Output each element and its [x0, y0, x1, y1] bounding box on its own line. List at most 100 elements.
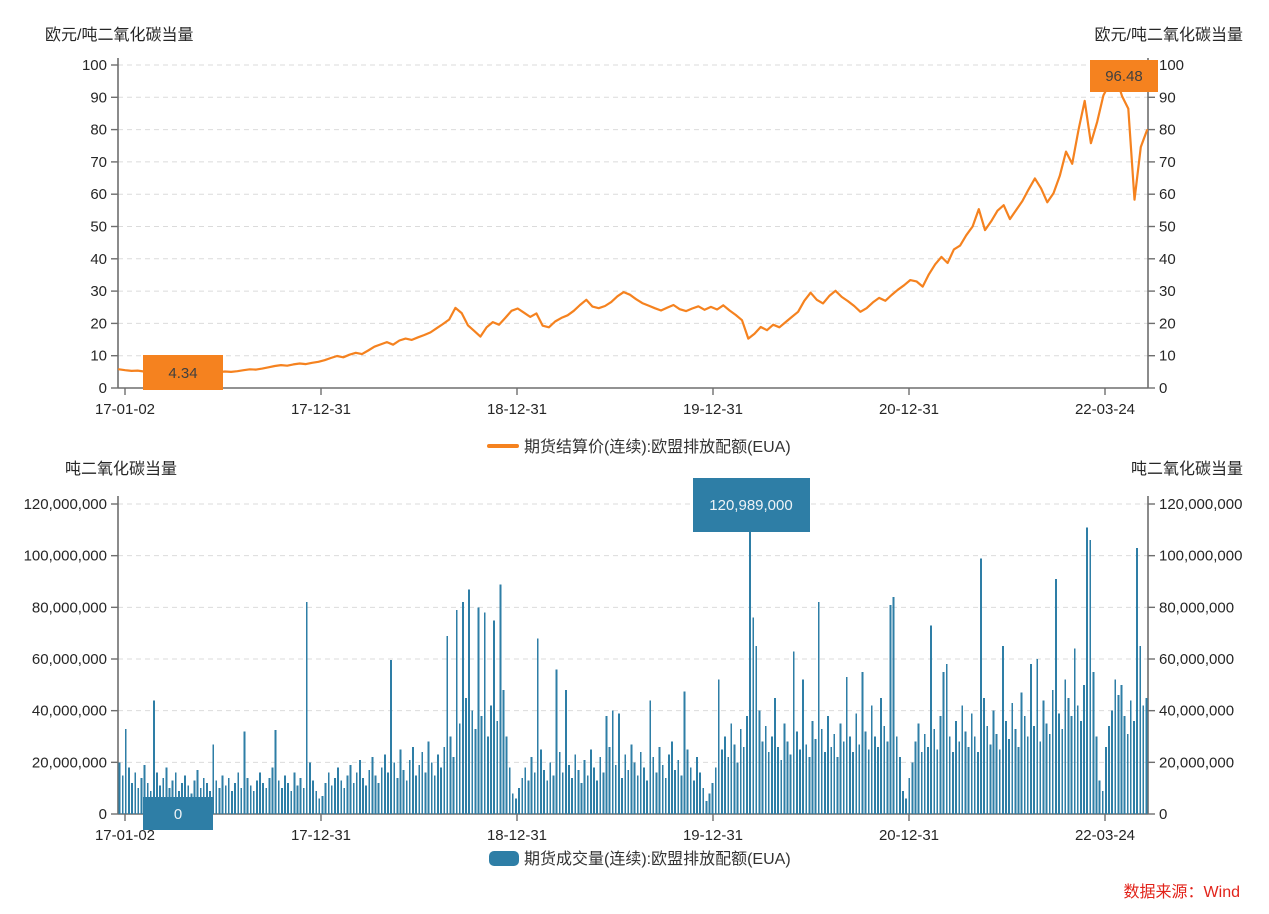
volume-bar: [952, 752, 954, 814]
volume-bar: [362, 777, 364, 814]
volume-bar: [671, 741, 673, 814]
volume-bar: [215, 780, 218, 814]
volume-bar: [415, 775, 417, 815]
volume-bar: [799, 749, 801, 814]
volume-bar: [805, 744, 808, 815]
volume-bar: [858, 744, 861, 815]
x-tick-label: 18-12-31: [487, 827, 547, 844]
volume-bar: [430, 762, 433, 814]
volume-chart: 0 0 20,000,000 20,000,000 40,000,000 40,000,0…: [24, 460, 1243, 901]
volume-bar: [593, 767, 595, 814]
volume-bar: [1083, 684, 1085, 814]
volume-bar: [305, 602, 308, 814]
volume-bar: [374, 775, 377, 815]
volume-bar: [649, 700, 652, 814]
volume-bar: [343, 788, 346, 814]
volume-bar: [1030, 664, 1032, 814]
volume-bar: [1033, 726, 1035, 814]
volume-axis-title-left: 吨二氧化碳当量: [65, 460, 177, 478]
volume-bar: [783, 723, 786, 814]
volume-bar: [677, 759, 680, 815]
volume-bar: [1070, 715, 1073, 814]
volume-bar: [764, 726, 767, 814]
volume-bar: [277, 780, 280, 814]
volume-bar: [533, 772, 536, 814]
volume-bar: [1039, 741, 1042, 814]
volume-bar: [873, 736, 876, 814]
volume-bar: [692, 780, 695, 814]
volume-bar: [830, 746, 833, 814]
volume-bar: [580, 783, 583, 814]
volume-bar: [421, 752, 424, 814]
volume-bar: [502, 690, 505, 814]
volume-bar: [368, 770, 371, 814]
volume-bar: [708, 793, 711, 814]
volume-bar: [986, 726, 989, 814]
volume-bar: [820, 728, 823, 815]
volume-bar: [945, 664, 948, 814]
volume-bar: [259, 772, 261, 814]
volume-bar: [1023, 715, 1026, 814]
volume-bar: [337, 767, 339, 814]
volume-bar: [730, 723, 733, 814]
volume-bar: [789, 754, 792, 814]
volume-bar: [752, 617, 755, 814]
volume-bar: [280, 788, 283, 814]
volume-bar: [1117, 695, 1120, 814]
volume-bar: [486, 736, 489, 814]
volume-bar: [287, 783, 290, 814]
volume-bar: [521, 777, 524, 814]
volume-bar: [652, 757, 655, 814]
volume-bar: [418, 764, 421, 814]
volume-bar: [845, 677, 848, 814]
volume-bar: [908, 777, 911, 814]
volume-bar: [586, 775, 589, 815]
y-tick-label-right: 120,000,000: [1159, 496, 1242, 513]
volume-bar: [124, 728, 127, 815]
y-tick-label-right: 90: [1159, 89, 1176, 106]
volume-bar: [1061, 728, 1064, 815]
volume-bar: [883, 726, 886, 814]
volume-bar: [702, 788, 705, 814]
volume-bar: [755, 646, 758, 814]
volume-bar: [390, 660, 393, 814]
volume-bar: [440, 767, 442, 814]
volume-bar: [340, 780, 343, 814]
volume-bar: [312, 780, 314, 814]
volume-bar: [1089, 540, 1092, 814]
volume-bar: [696, 757, 698, 814]
volume-bar: [518, 788, 520, 814]
volume-legend-label: 期货成交量(连续):欧盟排放配额(EUA): [524, 850, 791, 868]
x-tick-label: 17-01-02: [95, 827, 155, 844]
y-tick-label-right: 30: [1159, 283, 1176, 300]
volume-bar: [1111, 710, 1114, 814]
volume-plot-area: 0 0 20,000,000 20,000,000 40,000,000 40,000,0…: [24, 496, 1242, 844]
volume-bar: [571, 777, 574, 814]
y-tick-label-right: 40: [1159, 251, 1176, 268]
volume-bar: [605, 715, 608, 814]
price-line-series: [117, 75, 1149, 376]
volume-bar: [527, 780, 530, 814]
volume-bar: [296, 785, 299, 814]
volume-bar: [1048, 733, 1051, 814]
y-tick-label-left: 0: [99, 806, 107, 823]
volume-bar: [898, 757, 901, 814]
volume-bar: [1104, 746, 1107, 814]
volume-bar: [262, 783, 265, 814]
volume-bar: [749, 501, 751, 814]
price-legend-label: 期货结算价(连续):欧盟排放配额(EUA): [524, 437, 791, 456]
volume-bar: [574, 754, 577, 814]
volume-bar: [864, 731, 867, 814]
volume-bar: [680, 775, 683, 815]
x-tick-label: 19-12-31: [683, 401, 743, 418]
y-tick-label-right: 70: [1159, 154, 1176, 171]
volume-bar: [664, 777, 667, 814]
volume-bar: [870, 705, 873, 814]
volume-bar: [661, 764, 664, 814]
volume-bar: [399, 749, 402, 814]
volume-bar: [515, 798, 517, 814]
volume-bar: [1073, 648, 1076, 814]
price-min-badge-label: 4.34: [168, 365, 197, 382]
price-chart: 0 0 10 10 20 20 30 30 40 40 50 50 60 60 70 70 80 80 90 90 10…: [45, 26, 1243, 456]
volume-bar: [795, 731, 798, 814]
